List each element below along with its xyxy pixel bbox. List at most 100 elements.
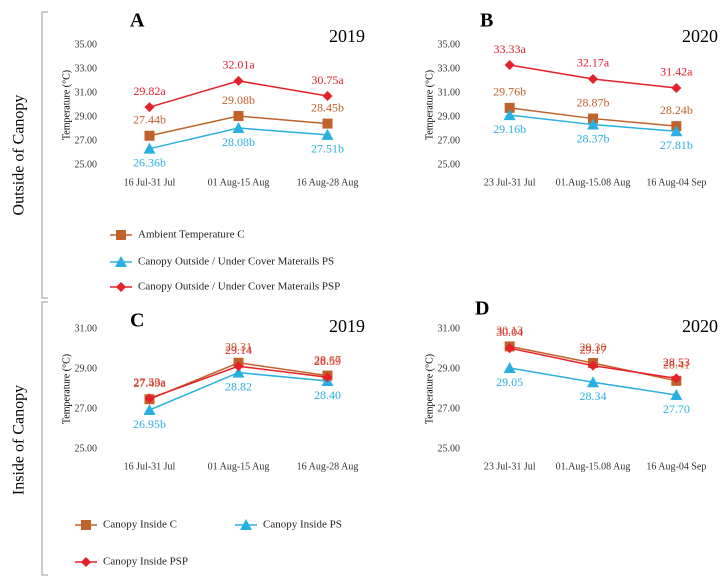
marker: [143, 404, 156, 415]
value-label: 28.40: [314, 388, 341, 402]
value-label: 27.70: [663, 402, 690, 416]
value-label: 28.67: [314, 352, 341, 366]
y-tick-label: 29.00: [75, 363, 98, 374]
value-label: 28.34: [580, 389, 607, 403]
x-tick-label: 01.Aug-15.08 Aug: [556, 461, 631, 472]
value-label: 27.53a: [133, 375, 166, 389]
value-label: 28.87b: [577, 95, 610, 109]
marker: [503, 109, 516, 121]
x-tick-label: 16 Aug-04 Sep: [646, 461, 706, 472]
marker: [588, 360, 598, 371]
marker: [233, 75, 244, 86]
legend-label: Canopy Inside PSP: [103, 556, 188, 568]
value-label: 29.30: [580, 340, 607, 354]
panel-letter: B: [480, 10, 493, 32]
x-tick-label: 16 Aug-28 Aug: [297, 461, 359, 472]
value-label: 28.41: [663, 358, 690, 372]
y-tick-label: 29.00: [75, 111, 98, 122]
value-label: 29.76b: [493, 85, 526, 99]
y-axis-label: Temperature (°C): [61, 70, 72, 140]
y-tick-label: 33.00: [75, 63, 98, 74]
marker: [504, 343, 515, 354]
marker: [670, 125, 683, 137]
value-label: 29.14: [225, 343, 252, 357]
value-label: 29.31: [225, 340, 252, 354]
marker: [232, 366, 245, 378]
y-tick-label: 27.00: [75, 403, 98, 414]
value-label: 28.82: [225, 379, 252, 393]
row-bracket: [41, 301, 48, 576]
value-label: 28.53: [663, 355, 690, 369]
x-tick-label: 16 Aug-28 Aug: [297, 177, 359, 188]
marker: [671, 82, 682, 93]
value-label: 28.59: [314, 354, 341, 368]
y-tick-label: 29.00: [438, 111, 461, 122]
value-label: 29.82a: [133, 84, 166, 98]
marker: [116, 282, 126, 292]
panel-year: 2019: [329, 316, 365, 336]
value-label: 28.24b: [660, 103, 693, 117]
x-tick-label: 16 Jul-31 Jul: [124, 461, 176, 472]
value-label: 29.08b: [222, 93, 255, 107]
marker: [233, 111, 244, 122]
panel-letter: C: [130, 310, 144, 332]
panel-letter: D: [475, 298, 489, 320]
y-tick-label: 35.00: [75, 39, 98, 50]
x-tick-label: 01 Aug-15 Aug: [208, 461, 270, 472]
value-label: 30.04: [496, 325, 523, 339]
value-label: 27.44b: [133, 112, 166, 126]
value-label: 29.17: [580, 342, 607, 356]
marker: [587, 376, 599, 388]
value-label: 27.49a: [133, 376, 166, 390]
marker: [504, 102, 515, 113]
y-tick-label: 27.00: [438, 135, 461, 146]
y-tick-label: 25.00: [438, 443, 461, 454]
y-tick-label: 31.00: [438, 87, 461, 98]
value-label: 29.16b: [493, 122, 526, 136]
marker: [587, 118, 599, 130]
y-axis-label: Temperature (°C): [424, 70, 435, 140]
marker: [322, 91, 333, 101]
marker: [144, 130, 155, 141]
y-tick-label: 27.00: [438, 403, 461, 414]
marker: [240, 519, 252, 530]
marker: [322, 118, 333, 129]
marker: [143, 142, 156, 154]
marker: [504, 60, 515, 71]
legend-label: Canopy Inside C: [103, 519, 177, 531]
value-label: 32.17a: [577, 56, 610, 70]
x-tick-label: 01.Aug-15.08 Aug: [556, 177, 631, 188]
value-label: 32.01a: [222, 58, 255, 72]
y-tick-label: 33.00: [438, 63, 461, 74]
x-tick-label: 23 Jul-31 Jul: [484, 177, 536, 188]
marker: [81, 520, 91, 530]
panel-year: 2019: [329, 26, 365, 46]
value-label: 28.37b: [577, 131, 610, 145]
x-tick-label: 16 Jul-31 Jul: [124, 177, 176, 188]
value-label: 33.33a: [494, 42, 527, 56]
marker: [232, 122, 245, 134]
y-tick-label: 35.00: [438, 39, 461, 50]
value-label: 26.36b: [133, 155, 166, 169]
y-tick-label: 25.00: [438, 159, 461, 170]
marker: [116, 230, 126, 240]
y-tick-label: 25.00: [75, 159, 98, 170]
legend-label: Canopy Outside / Under Cover Materails P…: [138, 256, 334, 268]
value-label: 28.45b: [311, 100, 344, 114]
panel-year: 2020: [682, 26, 718, 46]
y-tick-label: 31.00: [75, 323, 98, 334]
value-label: 27.81b: [660, 138, 693, 152]
panel-year: 2020: [682, 316, 718, 336]
marker: [321, 128, 334, 140]
x-tick-label: 16 Aug-04 Sep: [646, 177, 706, 188]
marker: [503, 362, 516, 373]
marker: [322, 372, 333, 383]
x-tick-label: 01 Aug-15 Aug: [208, 177, 270, 188]
x-tick-label: 23 Jul-31 Jul: [484, 461, 536, 472]
legend-label: Ambient Temperature C: [138, 229, 245, 241]
y-tick-label: 29.00: [438, 363, 461, 374]
legend-label: Canopy Inside PS: [263, 519, 342, 531]
value-label: 29.05: [496, 375, 523, 389]
marker: [588, 73, 598, 84]
